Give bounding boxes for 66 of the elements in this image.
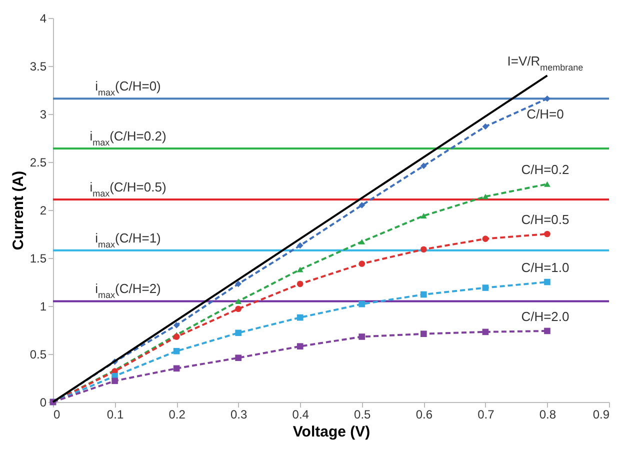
point — [296, 314, 304, 321]
point — [173, 348, 180, 354]
point — [112, 378, 118, 384]
annotation: i$_{max}$(C/H=2) — [95, 281, 161, 300]
point — [482, 194, 489, 200]
annotation: i$_{max}$(C/H=0.5) — [90, 179, 166, 198]
point — [544, 230, 550, 238]
series-label: I=V/R$_{membrane}$ — [507, 54, 584, 73]
x-tick-label: 0.6 — [416, 408, 433, 422]
point — [544, 278, 550, 286]
x-tick-label: 0.1 — [106, 408, 124, 422]
x-tick-label: 0.4 — [292, 408, 310, 422]
x-tick-label: 0.3 — [230, 408, 248, 422]
point — [358, 260, 366, 267]
series-label: C/H=1.0 — [521, 260, 570, 275]
point — [420, 330, 427, 338]
x-tick-label: 0 — [54, 408, 60, 422]
point — [173, 365, 180, 372]
y-tick-label: 2 — [40, 204, 47, 218]
y-tick-label: 4 — [40, 12, 47, 26]
y-tick-label: 0 — [40, 396, 47, 410]
annotation: i$_{max}$(C/H=1) — [95, 230, 161, 250]
point — [420, 162, 427, 169]
point — [235, 280, 242, 288]
y-tick-label: 2.5 — [30, 156, 47, 170]
y-tick-label: 0.5 — [30, 348, 47, 362]
point — [544, 181, 550, 187]
point — [358, 300, 366, 308]
point — [296, 280, 304, 288]
point — [296, 242, 304, 249]
series-label: C/H=0 — [526, 106, 564, 122]
x-tick-label: 0.7 — [478, 408, 495, 422]
point — [482, 328, 489, 336]
point — [482, 284, 489, 291]
x-axis-title: Voltage (V) — [292, 424, 370, 440]
point — [544, 328, 550, 334]
point — [296, 343, 304, 350]
point — [420, 246, 427, 253]
y-axis-title: Current (A) — [10, 170, 27, 250]
x-tick-label: 0.5 — [354, 408, 372, 422]
point — [420, 213, 427, 218]
point — [173, 322, 180, 328]
point — [482, 123, 489, 130]
x-tick-label: 0.9 — [592, 408, 610, 422]
x-tick-label: 0.8 — [539, 408, 556, 422]
point — [296, 266, 304, 272]
point — [358, 238, 366, 244]
x-tick-label: 0.2 — [168, 408, 186, 422]
y-tick-label: 1 — [40, 300, 47, 314]
point — [358, 334, 366, 340]
point — [235, 354, 242, 362]
y-tick-label: 1.5 — [30, 252, 47, 266]
y-tick-label: 3.5 — [30, 60, 47, 74]
point — [482, 236, 489, 242]
y-tick-label: 3 — [40, 108, 47, 122]
point — [235, 298, 242, 304]
point — [235, 330, 242, 336]
point — [235, 306, 242, 312]
series-label: C/H=0.5 — [521, 212, 570, 227]
series-label: C/H=0.2 — [521, 162, 570, 178]
annotation: i$_{max}$(C/H=0) — [95, 78, 161, 98]
point — [544, 95, 550, 102]
annotation: i$_{max}$(C/H=0.2) — [90, 128, 166, 148]
series-label: C/H=2.0 — [521, 308, 570, 324]
point — [358, 202, 366, 208]
point — [420, 291, 427, 298]
